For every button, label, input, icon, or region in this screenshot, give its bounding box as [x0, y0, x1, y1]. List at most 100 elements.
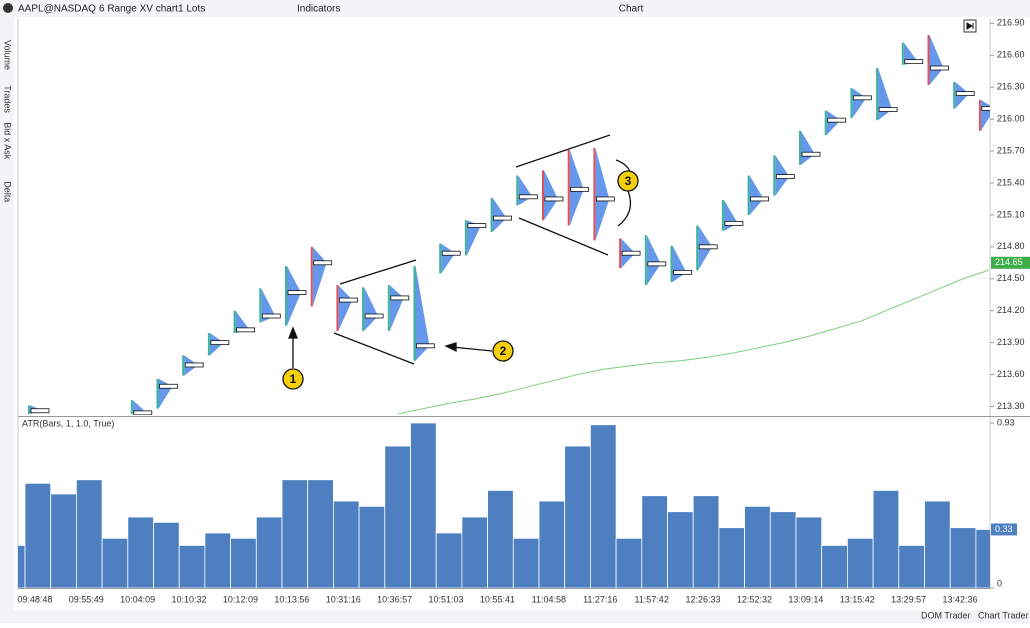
toolbar	[0, 0, 1030, 17]
poc-box	[467, 223, 487, 228]
poc-box	[184, 362, 204, 368]
volume-profile	[492, 197, 507, 232]
lots[interactable]: 1 Lots	[178, 4, 205, 15]
poc-box	[673, 269, 692, 275]
poc-box	[338, 297, 358, 303]
volume-profile	[980, 99, 990, 131]
bar	[641, 495, 668, 588]
x-tick-label: 09:48:48	[17, 594, 52, 604]
x-tick-label: 13:42:36	[943, 594, 978, 604]
volume-profile	[595, 147, 610, 241]
window-title: Chart	[619, 4, 644, 15]
volume-profile	[801, 130, 815, 165]
atr-title: ATR(Bars, 1, 1.0, True)	[22, 418, 114, 428]
volume-profile	[158, 378, 173, 409]
annotation-badge	[617, 170, 639, 192]
x-tick-label: 10:10:32	[172, 594, 207, 604]
poc-box	[878, 107, 898, 112]
bar	[332, 500, 360, 588]
x-tick-label: 11:57:42	[634, 594, 668, 604]
current-value-marker	[991, 523, 1017, 536]
poc-box	[236, 327, 256, 333]
bar	[101, 537, 129, 588]
annotation-badge	[492, 340, 514, 362]
side-panel	[0, 17, 14, 610]
y-tick-label: 213.30	[997, 401, 1025, 411]
bar	[204, 532, 231, 588]
poc-box	[544, 196, 564, 202]
bar	[307, 479, 334, 588]
side-tabs: Volume Trades Bid x Ask Delta	[3, 40, 13, 202]
volume-profile	[672, 245, 687, 282]
range-bar	[310, 246, 313, 307]
volume-profile	[544, 170, 558, 221]
side-tab[interactable]: Bid x Ask	[3, 122, 13, 160]
volume-profile	[826, 110, 841, 136]
chart-trader[interactable]: Chart Trader	[978, 610, 1029, 620]
side-tab[interactable]: Trades	[3, 85, 13, 113]
range-bar	[336, 285, 339, 331]
x-tick-label: 10:36:57	[377, 594, 412, 604]
range-bar	[799, 130, 801, 165]
bar	[872, 490, 900, 588]
side-tab[interactable]: Volume	[3, 40, 13, 70]
drawings	[288, 134, 632, 368]
last-price-label: 214.65	[995, 257, 1023, 267]
range-bar	[233, 310, 236, 334]
poc-box	[596, 196, 615, 202]
volume-profile	[929, 35, 944, 86]
poc-box	[133, 410, 153, 415]
volume-profile	[338, 285, 353, 331]
volume-profile	[364, 287, 379, 331]
bar	[718, 527, 746, 588]
price-plot	[28, 35, 990, 415]
x-tick-label: 10:04:09	[120, 594, 155, 604]
volume-profile	[723, 200, 738, 231]
axes: 216.90 216.60 216.30 216.00 215.70 215.40 215.…	[17, 18, 1030, 604]
poc-box	[801, 151, 821, 157]
x-tick-label: 13:09:14	[788, 594, 823, 604]
bar	[975, 529, 990, 588]
annotation-number: 2	[500, 344, 507, 358]
footer	[0, 610, 1030, 623]
range-bar	[285, 265, 287, 326]
range-bar	[439, 243, 442, 274]
range-bar	[464, 220, 467, 256]
range-bar	[696, 225, 699, 271]
chart-type[interactable]: 6 Range XV chart	[99, 4, 178, 15]
poc-box	[904, 59, 924, 65]
bar	[50, 493, 77, 588]
indicators[interactable]: Indicators	[297, 4, 340, 15]
x-tick-label: 10:55:41	[480, 594, 515, 604]
poc-box	[493, 215, 513, 221]
range-bar	[824, 110, 827, 136]
range-bar	[182, 355, 185, 376]
bar	[615, 537, 643, 588]
y-tick-label: 215.70	[997, 145, 1025, 155]
range-bar	[387, 285, 390, 331]
range-bar	[156, 378, 159, 409]
annotation-number: 1	[290, 372, 297, 386]
y-tick-label: 214.80	[997, 241, 1025, 251]
bar	[76, 479, 103, 588]
poc-box	[955, 91, 975, 96]
poc-box	[210, 340, 230, 346]
side-tab[interactable]: Delta	[3, 181, 13, 202]
range-bar	[593, 147, 596, 241]
symbol[interactable]: AAPL@NASDAQ	[18, 4, 96, 15]
range-bar	[773, 155, 776, 196]
y-tick-label: 215.10	[997, 209, 1025, 219]
atr-plot	[18, 422, 990, 588]
range-bar	[619, 238, 622, 269]
bar	[461, 516, 488, 588]
bar	[178, 545, 206, 588]
y-tick-label: 216.30	[997, 82, 1025, 92]
poc-box	[930, 65, 949, 71]
y-tick-label: 216.00	[997, 113, 1025, 123]
bar	[924, 500, 951, 588]
dom-trader[interactable]: DOM Trader	[921, 610, 971, 620]
poc-box	[981, 106, 990, 111]
bar	[281, 479, 309, 588]
last-price-marker	[991, 256, 1030, 269]
poc-box	[621, 250, 641, 256]
